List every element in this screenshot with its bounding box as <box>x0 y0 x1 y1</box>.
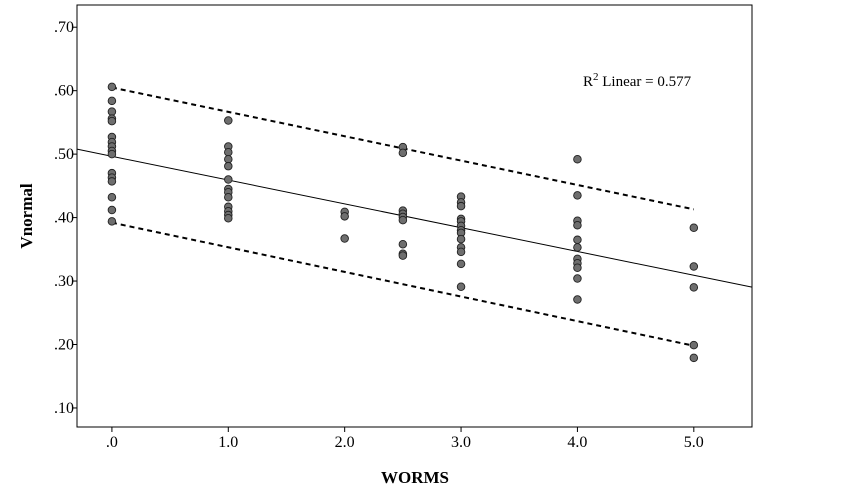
data-point <box>689 353 699 363</box>
data-point <box>340 234 349 243</box>
data-point <box>224 175 233 184</box>
x-tick-label: 3.0 <box>451 434 471 451</box>
data-point <box>456 234 466 244</box>
data-point <box>224 161 233 171</box>
data-point <box>224 193 233 202</box>
data-point <box>573 295 582 304</box>
data-point <box>456 259 466 269</box>
x-axis-title: WORMS <box>381 468 449 487</box>
r-superscript: 2 <box>593 71 599 83</box>
y-tick-label: .40 <box>54 210 74 227</box>
data-points <box>107 82 699 363</box>
data-point <box>107 107 117 116</box>
y-tick-label: .30 <box>54 273 74 290</box>
r-squared-annotation: R2 Linear = 0.577 <box>583 71 692 90</box>
data-point <box>573 191 582 200</box>
x-tick-label: 1.0 <box>218 434 238 451</box>
y-tick-label: .50 <box>54 146 74 163</box>
data-point <box>107 116 117 126</box>
data-point <box>689 340 699 350</box>
data-point <box>573 263 582 272</box>
r-label: R <box>583 74 593 90</box>
x-tick-label: 4.0 <box>567 434 587 451</box>
x-tick-label: 2.0 <box>335 434 355 451</box>
y-tick-label: .20 <box>54 337 74 354</box>
data-point <box>107 177 117 186</box>
y-axis-title: Vnormal <box>17 183 36 248</box>
axis-ticks <box>72 26 695 432</box>
x-tick-label: .0 <box>106 434 118 451</box>
data-point <box>107 193 117 202</box>
fit-line <box>76 148 753 288</box>
data-point <box>689 262 699 271</box>
data-point <box>456 282 466 292</box>
data-point <box>398 251 408 260</box>
y-tick-label: .70 <box>54 19 74 36</box>
x-tick-labels: .0 1.0 2.0 3.0 4.0 5.0 <box>106 434 704 451</box>
plot-frame <box>76 4 753 428</box>
r-squared-value: Linear = 0.577 <box>599 74 692 90</box>
data-point <box>107 205 117 215</box>
data-point <box>398 148 408 158</box>
data-point <box>224 213 233 223</box>
data-point <box>340 212 349 221</box>
fit-lines <box>76 86 753 347</box>
lower-band-line <box>111 221 695 347</box>
data-point <box>456 247 466 257</box>
data-point <box>107 217 117 226</box>
y-tick-label: .10 <box>54 400 74 417</box>
data-point <box>224 154 233 164</box>
x-tick-label: 5.0 <box>684 434 704 451</box>
data-point <box>224 147 233 157</box>
y-tick-label: .60 <box>54 83 74 100</box>
y-tick-labels: .10 .20 .30 .40 .50 .60 .70 <box>54 19 74 417</box>
data-point <box>456 201 466 211</box>
data-point <box>573 154 582 164</box>
data-point <box>573 243 582 252</box>
data-point <box>573 220 582 230</box>
data-point <box>107 96 117 106</box>
data-point <box>107 82 117 92</box>
data-point <box>689 283 699 292</box>
data-point <box>573 235 582 245</box>
data-point <box>689 223 699 232</box>
data-point <box>573 274 582 283</box>
data-point <box>398 215 408 225</box>
data-point <box>107 149 117 159</box>
data-point <box>224 116 233 125</box>
data-point <box>398 239 408 249</box>
